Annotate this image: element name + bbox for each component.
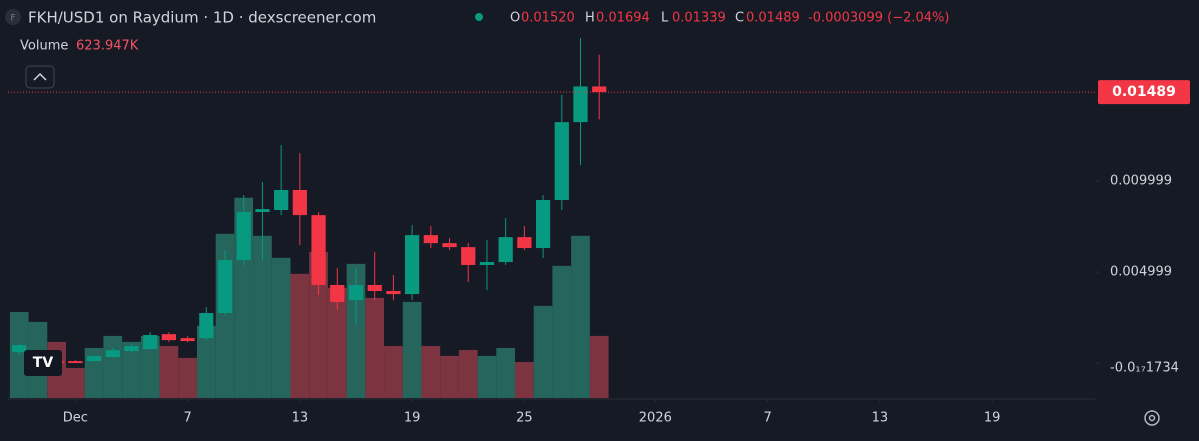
volume-bar <box>122 341 141 398</box>
volume-bar <box>196 325 216 398</box>
legend-label: O <box>510 11 520 26</box>
volume-bar <box>402 301 422 398</box>
candle-body <box>592 86 607 93</box>
candle-body <box>292 189 307 216</box>
candle-body <box>255 209 270 213</box>
candle-body <box>180 338 195 342</box>
volume-bar <box>515 361 534 398</box>
candle-body <box>367 284 382 291</box>
legend-change: -0.0003099 (−2.04%) <box>808 11 949 26</box>
y-tick-label: 0.009999 <box>1110 174 1172 189</box>
candle-body <box>143 335 158 350</box>
volume-bar <box>178 357 197 398</box>
chevron-up <box>33 72 47 81</box>
volume-bar <box>365 297 385 398</box>
candle-body <box>86 356 102 362</box>
volume-bar <box>309 251 328 398</box>
volume-bar <box>159 345 179 398</box>
last-price-tag <box>1098 80 1190 105</box>
volume-bar <box>533 305 553 398</box>
volume-bar <box>384 345 403 398</box>
candle-body <box>405 235 420 295</box>
candle-body <box>442 243 457 248</box>
candle-body <box>236 212 251 261</box>
settings-icon[interactable] <box>1144 410 1160 426</box>
y-tick-label: 0.004999 <box>1110 265 1172 280</box>
x-tick-label: 19 <box>404 411 421 426</box>
logo-bg <box>24 350 62 376</box>
volume-bar <box>477 355 497 398</box>
candle-body <box>348 284 364 301</box>
candle-body <box>68 361 83 364</box>
candle-body <box>217 260 233 314</box>
x-tick-label: 25 <box>516 411 533 426</box>
x-tick-label: 13 <box>872 411 889 426</box>
volume-bar <box>327 287 347 398</box>
collapse-button[interactable] <box>25 65 55 89</box>
x-tick-label: 7 <box>763 411 771 426</box>
candle-body <box>12 345 27 353</box>
legend-value: 0.01489 <box>746 11 800 26</box>
candle-body <box>105 350 120 358</box>
volume-bar <box>589 335 609 398</box>
candle-body <box>274 189 289 211</box>
settings-icon-core <box>1148 414 1156 422</box>
candle-body <box>573 86 588 123</box>
token-icon <box>5 9 21 25</box>
candle-body <box>311 215 326 285</box>
volume-bar <box>140 335 160 398</box>
candle-body <box>161 334 177 341</box>
candle-body <box>535 200 551 249</box>
volume-value: 623.947K <box>76 39 139 54</box>
candle-body <box>479 262 495 265</box>
candle-body <box>124 346 139 352</box>
last-price-label: 0.01489 <box>1112 84 1176 100</box>
volume-bar <box>458 349 478 398</box>
logo: TV <box>33 355 54 371</box>
legend-label: H <box>585 11 595 26</box>
candle-body <box>554 122 569 201</box>
candle-body <box>423 235 438 244</box>
x-tick-label: Dec <box>63 411 88 426</box>
x-tick-label: 7 <box>183 411 191 426</box>
x-tick-label: 13 <box>292 411 309 426</box>
volume-bar <box>440 355 459 398</box>
legend-value: 0.01339 <box>672 11 726 26</box>
volume-bar <box>290 273 310 398</box>
chart-title: FKH/USD1 on Raydium · 1D · dexscreener.c… <box>28 9 376 27</box>
candle-body <box>498 237 513 263</box>
volume-bar <box>421 345 441 398</box>
x-tick-label: 2026 <box>639 411 672 426</box>
volume-bar <box>253 235 272 398</box>
status-dot <box>475 13 483 21</box>
overlay: TV <box>24 350 62 376</box>
candle-body <box>461 247 476 265</box>
volume-bar <box>271 257 291 398</box>
y-tick-label: -0.0₁₇1734 <box>1110 361 1179 376</box>
volume-bar <box>103 335 123 398</box>
candle-body <box>386 290 401 295</box>
candle-body <box>199 313 214 339</box>
volume-bar <box>552 265 572 398</box>
candle-body <box>330 284 345 303</box>
legend-label: C <box>735 11 744 26</box>
volume-bar <box>571 235 590 398</box>
candle-body <box>517 237 532 249</box>
legend-value: 0.01694 <box>596 11 650 26</box>
legend-value: 0.01520 <box>521 11 575 26</box>
volume-bar <box>496 347 516 398</box>
x-tick-label: 19 <box>984 411 1001 426</box>
legend-label: L <box>661 11 669 26</box>
volume-bar <box>65 367 85 398</box>
plot-area <box>8 38 1095 398</box>
volume-label: Volume <box>20 39 68 54</box>
token-icon-letter: F <box>10 14 15 24</box>
